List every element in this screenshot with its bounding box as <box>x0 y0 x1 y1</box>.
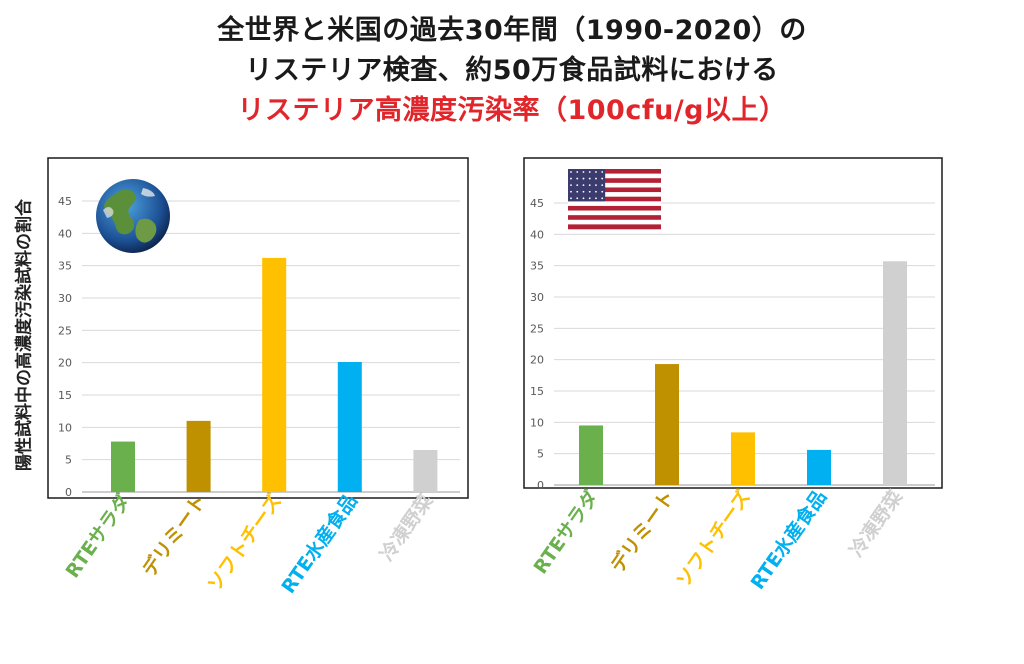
flag-stripe <box>568 219 661 225</box>
bar-5 <box>883 261 907 485</box>
bar-4 <box>807 449 831 485</box>
globe-cloud <box>141 188 155 197</box>
bar-1 <box>579 425 603 485</box>
x-tick-label: 冷凍野菜 <box>845 486 907 561</box>
flag-star <box>595 184 597 187</box>
flag-star <box>570 190 572 193</box>
bar-1 <box>111 441 135 492</box>
flag-stripe <box>568 196 661 202</box>
x-tick-label: RTE水産食品 <box>277 490 362 598</box>
globe-land <box>135 218 157 243</box>
flag-star <box>582 184 585 187</box>
y-tick-label: 30 <box>530 291 544 304</box>
flag-stripe <box>568 173 661 179</box>
flag-star <box>582 190 585 193</box>
flag-star <box>576 184 579 187</box>
y-tick-label: 10 <box>58 421 72 434</box>
bar-4 <box>337 362 362 492</box>
y-tick-label: 5 <box>537 448 544 461</box>
chart-title-line-1: 全世界と米国の過去30年間（1990-2020）の <box>217 15 807 46</box>
flag-star <box>601 197 604 200</box>
globe-land <box>104 189 136 235</box>
flag-star <box>601 177 604 180</box>
y-tick-label: 35 <box>58 260 72 273</box>
bar-2 <box>186 420 211 492</box>
y-tick-label: 30 <box>58 292 72 305</box>
flag-star <box>570 197 572 200</box>
y-tick-label: 0 <box>537 479 544 492</box>
flag-star <box>576 171 579 173</box>
flag-stripe <box>568 215 661 221</box>
flag-star <box>601 171 604 173</box>
flag-star <box>582 177 585 180</box>
flag-star <box>588 190 591 193</box>
bar-3 <box>262 257 287 492</box>
flag-star <box>582 197 585 200</box>
y-tick-label: 15 <box>58 389 72 402</box>
flag-stripe <box>568 178 661 184</box>
y-tick-label: 20 <box>530 354 544 367</box>
flag-stripe <box>568 182 661 188</box>
flag-star <box>576 197 579 200</box>
flag-stripe <box>568 205 661 211</box>
flag-star <box>570 177 572 180</box>
y-tick-label: 35 <box>530 260 544 273</box>
flag-canton <box>568 169 606 202</box>
y-tick-label: 25 <box>58 324 72 337</box>
x-tick-label: 冷凍野菜 <box>375 490 437 565</box>
y-tick-label: 0 <box>65 486 72 499</box>
x-tick-label: RTEサラダ <box>529 486 603 578</box>
flag-star <box>588 184 591 187</box>
flag-star <box>570 171 572 173</box>
y-tick-label: 20 <box>58 357 72 370</box>
flag-stripe <box>568 201 661 207</box>
flag-star <box>576 190 579 193</box>
bar-5 <box>413 449 438 492</box>
us-flag-icon <box>568 169 661 230</box>
flag-star <box>595 190 597 193</box>
flag-star <box>582 171 585 173</box>
y-tick-label: 5 <box>65 454 72 467</box>
globe-cloud <box>103 207 114 218</box>
x-tick-label: RTEサラダ <box>61 490 135 582</box>
y-tick-label: 45 <box>58 195 72 208</box>
y-tick-label: 45 <box>530 197 544 210</box>
x-tick-label: RTE水産食品 <box>746 486 831 594</box>
flag-star <box>576 177 579 180</box>
flag-stripe <box>568 224 661 230</box>
flag-star <box>588 177 591 180</box>
y-tick-label: 10 <box>530 416 544 429</box>
flag-stripe <box>568 169 661 174</box>
chart-title-line-2: リステリア検査、約50万食品試料における <box>245 55 779 86</box>
bar-3 <box>731 432 755 485</box>
x-tick-label: ソフトチーズ <box>203 490 287 596</box>
flag-star <box>570 184 572 187</box>
flag-star <box>588 197 591 200</box>
flag-star <box>595 177 597 180</box>
flag-star <box>595 197 597 200</box>
y-tick-label: 40 <box>58 227 72 240</box>
y-tick-label: 25 <box>530 322 544 335</box>
x-tick-label: デリミート <box>606 486 679 577</box>
flag-stripe <box>568 192 661 197</box>
flag-star <box>601 190 604 193</box>
x-tick-label: デリミート <box>137 490 210 581</box>
chart-title-line-3: リステリア高濃度汚染率（100cfu/g以上） <box>237 95 787 126</box>
x-tick-label: ソフトチーズ <box>671 486 755 592</box>
flag-stripe <box>568 210 661 216</box>
flag-star <box>588 171 591 173</box>
chart-panel-2: 0 5 10 15 20 25 30 35 40 45 RTEサラダ デリミートソフトチーズRTE水産… <box>523 157 943 594</box>
flag-stripe <box>568 187 661 193</box>
globe-icon <box>96 179 170 253</box>
chart-panel-1: 0 5 10 15 20 25 30 35 40 45 RTEサラダ デリミートソフトチーズRTE水産… <box>47 157 469 598</box>
flag-star <box>601 184 604 187</box>
bar-2 <box>655 364 679 485</box>
y-tick-label: 40 <box>530 228 544 241</box>
y-tick-label: 15 <box>530 385 544 398</box>
flag-star <box>595 171 597 173</box>
